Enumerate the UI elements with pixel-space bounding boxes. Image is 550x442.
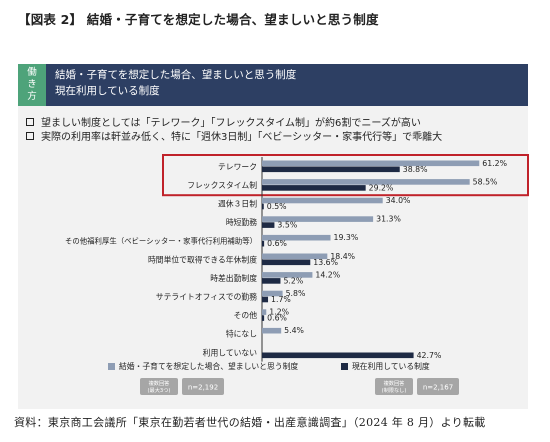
bar-desired <box>262 290 283 297</box>
category-label: 時間単位で取得できる年休制度 <box>148 254 257 264</box>
legend-label-current: 現在利用している制度 <box>352 361 430 371</box>
legend-label-desired: 結婚・子育てを想定した場合、望ましいと思う制度 <box>119 361 298 371</box>
value-label: 3.5% <box>277 221 297 230</box>
bar-current <box>262 296 269 303</box>
category-label: サテライトオフィスでの勤務 <box>156 292 257 302</box>
bullet-point: 望ましい制度としては「テレワーク」「フレックスタイム制」が約6割でニーズが高い <box>26 114 421 129</box>
value-label: 61.2% <box>482 159 507 168</box>
legend-n-current-bg <box>417 378 459 395</box>
category-label: 利用していない <box>203 347 258 357</box>
page-title: 【図表 2】 結婚・子育てを想定した場合、望ましいと思う制度 <box>18 12 379 27</box>
bullet-text: 望ましい制度としては「テレワーク」「フレックスタイム制」が約6割でニーズが高い <box>41 118 421 129</box>
bullet-text: 実際の利用率は軒並み低く、特に「週休3日制」「ベビーシッター・家事代行等」で乖離… <box>41 132 443 143</box>
legend-swatch-current <box>341 363 348 370</box>
legend-base-desired-bg <box>140 378 178 395</box>
bar-desired <box>262 253 328 260</box>
category-label: 時差出勤制度 <box>210 273 257 283</box>
value-label: 58.5% <box>473 177 498 186</box>
tag-char: き <box>27 79 37 90</box>
header-text: 結婚・子育てを想定した場合、望ましいと思う制度 現在利用している制度 <box>55 67 296 99</box>
tag-char: 働 <box>27 67 37 78</box>
checkbox-square-icon <box>26 117 34 126</box>
header-band <box>18 64 528 106</box>
bar-current <box>262 166 400 173</box>
bar-current <box>262 222 275 228</box>
category-label: その他 <box>234 310 258 320</box>
value-label: 0.5% <box>267 202 287 211</box>
legend-n-desired: n=2,192 <box>188 384 218 392</box>
category-tag: 働 き 方 <box>18 64 46 106</box>
value-label: 19.3% <box>334 233 359 242</box>
bar-current <box>262 315 265 321</box>
value-label: 0.6% <box>267 239 287 248</box>
legend-base-current: (制限なし) <box>382 386 407 394</box>
legend-swatch-desired <box>108 363 115 370</box>
bar-desired <box>262 197 383 204</box>
bar-desired <box>262 234 331 241</box>
header-line-1: 結婚・子育てを想定した場合、望ましいと思う制度 <box>55 69 297 81</box>
legend-base-current: 複数回答 <box>384 379 406 387</box>
bar-current <box>262 185 366 191</box>
value-label: 13.6% <box>313 258 338 267</box>
value-label: 1.7% <box>271 295 291 304</box>
legend-base-desired: 複数回答 <box>149 379 171 387</box>
category-label: フレックスタイム制 <box>187 180 257 190</box>
bar-desired <box>262 309 267 315</box>
bullet-point: 実際の利用率は軒並み低く、特に「週休3日制」「ベビーシッター・家事代行等」で乖離… <box>26 128 442 143</box>
legend-base-current-bg <box>375 378 413 395</box>
value-label: 14.2% <box>315 270 340 279</box>
bar-current <box>262 259 311 266</box>
header-line-2: 現在利用している制度 <box>55 85 160 97</box>
bar-current <box>262 278 281 284</box>
category-label: 週休３日制 <box>218 199 257 209</box>
value-label: 5.8% <box>286 289 306 298</box>
bar-current <box>262 240 265 247</box>
bar-desired <box>262 272 313 278</box>
value-label: 42.7% <box>417 351 442 360</box>
source-note: 資料：東京商工会議所「東京在勤若者世代の結婚・出産意識調査」（2024 年 8 … <box>14 416 486 429</box>
value-label: 29.2% <box>369 183 394 192</box>
checkbox-square-icon <box>26 131 34 140</box>
legend-n-current: n=2,167 <box>423 384 453 392</box>
bar-desired <box>262 327 282 334</box>
category-label: その他福利厚生（ベビーシッター・家事代行利用補助等） <box>65 237 257 246</box>
category-label: 特になし <box>226 329 257 339</box>
category-label: テレワーク <box>218 162 257 171</box>
category-label: 時短勤務 <box>226 217 257 227</box>
bar-desired <box>262 179 470 185</box>
legend-base-desired: (最大3つ) <box>148 386 171 394</box>
highlight-frame <box>162 154 529 197</box>
legend-n-desired-bg <box>182 378 224 395</box>
value-label: 0.6% <box>267 314 287 323</box>
value-label: 1.2% <box>269 308 289 317</box>
tag-char: 方 <box>27 91 37 102</box>
value-label: 5.2% <box>283 276 303 285</box>
bar-current <box>262 352 414 359</box>
bar-current <box>262 203 264 210</box>
bar-desired <box>262 160 480 167</box>
value-label: 31.3% <box>376 215 401 224</box>
value-label: 34.0% <box>386 196 411 205</box>
value-label: 5.4% <box>284 326 304 335</box>
bar-desired <box>262 216 374 222</box>
value-label: 18.4% <box>330 252 355 261</box>
value-label: 38.8% <box>403 165 428 174</box>
